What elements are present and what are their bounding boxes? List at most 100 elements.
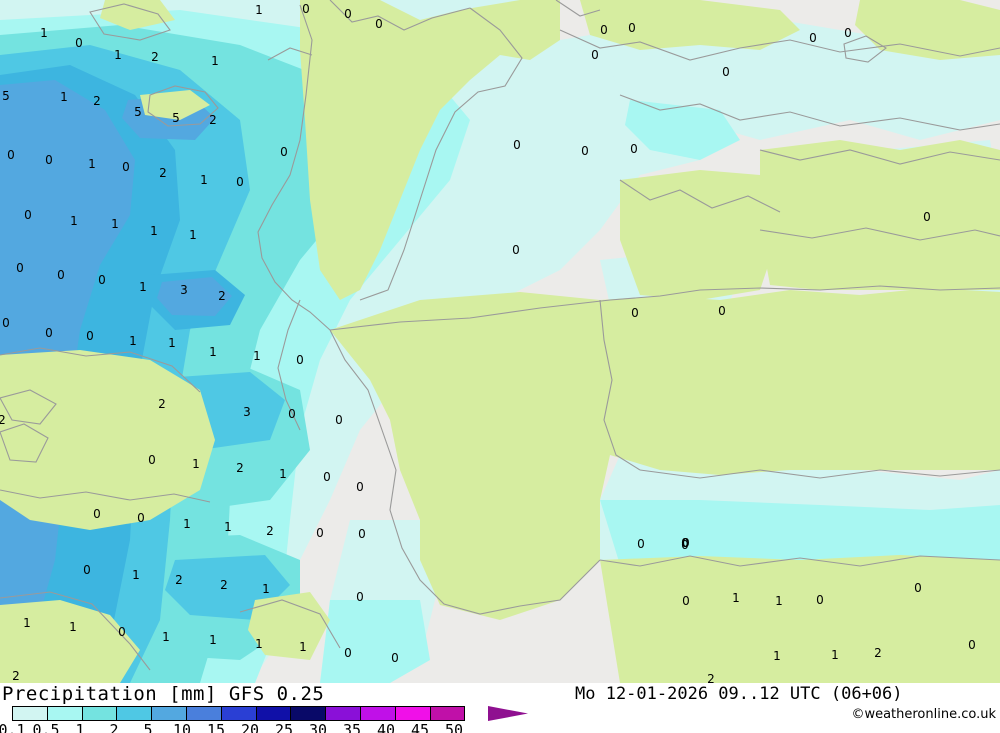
- color-scale-tick: 50: [444, 721, 464, 733]
- color-scale-segment[interactable]: [46, 707, 82, 720]
- station-value: 0: [75, 36, 83, 50]
- station-value: 0: [335, 413, 343, 427]
- station-value: 0: [236, 175, 244, 189]
- station-value: 0: [57, 268, 65, 282]
- station-value: 2: [220, 578, 228, 592]
- station-value: 1: [60, 90, 68, 104]
- color-scale-segment[interactable]: [255, 707, 291, 720]
- precipitation-map[interactable]: 1 0 1 2 1 1 0 0 0 0 0 0 0 5 1 2 5 5 2 0 0 0 0 1 0 2 1 0 0 0 0 0 0 0 1 1 1 1 0 0…: [0, 0, 1000, 683]
- station-value: 0: [682, 536, 690, 550]
- color-scale-segment[interactable]: [394, 707, 430, 720]
- station-value: 0: [296, 353, 304, 367]
- station-value: 2: [158, 397, 166, 411]
- station-value: 0: [637, 537, 645, 551]
- color-scale-tick: 10: [172, 721, 192, 733]
- station-value: 1: [162, 630, 170, 644]
- station-value: 2: [707, 672, 715, 683]
- station-value: 2: [236, 461, 244, 475]
- station-value: 0: [628, 21, 636, 35]
- station-value: 2: [218, 289, 226, 303]
- color-scale-segment[interactable]: [325, 707, 360, 720]
- color-scale-overflow-arrow: [488, 706, 528, 721]
- station-value: 0: [914, 581, 922, 595]
- forecast-datetime: Mo 12-01-2026 09..12 UTC (06+06): [575, 684, 903, 704]
- station-value: 5: [172, 111, 180, 125]
- color-scale-tick: 45: [410, 721, 430, 733]
- station-value: 0: [83, 563, 91, 577]
- color-scale-segment[interactable]: [220, 707, 256, 720]
- color-scale-segment[interactable]: [151, 707, 186, 720]
- color-scale-tick: 15: [206, 721, 226, 733]
- color-scale-tick: 25: [274, 721, 294, 733]
- color-scale-segment[interactable]: [185, 707, 221, 720]
- station-value: 1: [200, 173, 208, 187]
- station-value: 0: [681, 536, 689, 550]
- station-value: 1: [255, 637, 263, 651]
- station-value: 1: [255, 3, 263, 17]
- station-value: 2: [175, 573, 183, 587]
- station-value: 2: [159, 166, 167, 180]
- color-scale-tick: 30: [308, 721, 328, 733]
- station-value: 0: [591, 48, 599, 62]
- station-value: 3: [180, 283, 188, 297]
- station-value: 1: [23, 616, 31, 630]
- station-value: 0: [718, 304, 726, 318]
- station-value: 2: [12, 669, 20, 683]
- station-value: 0: [581, 144, 589, 158]
- station-value: 2: [0, 413, 6, 427]
- color-scale-tick: 2: [109, 721, 119, 733]
- station-value: 0: [45, 153, 53, 167]
- color-scale-segment[interactable]: [429, 707, 465, 720]
- color-scale-tick: 5: [143, 721, 153, 733]
- station-value: 0: [356, 480, 364, 494]
- station-value: 1: [211, 54, 219, 68]
- station-value: 2: [266, 524, 274, 538]
- station-value: 0: [24, 208, 32, 222]
- station-value: 0: [375, 17, 383, 31]
- color-scale-ticks: 0.1 0.5 1 2 5 10 15 20 25 30 35 40 45 50: [0, 721, 540, 733]
- station-value: 0: [681, 538, 689, 552]
- legend-title: Precipitation [mm] GFS 0.25: [2, 683, 325, 705]
- map-canvas: [0, 0, 1000, 683]
- color-scale[interactable]: [12, 706, 466, 721]
- color-scale-tick: 20: [240, 721, 260, 733]
- station-value: 2: [151, 50, 159, 64]
- station-value: 0: [356, 590, 364, 604]
- station-value: 0: [631, 306, 639, 320]
- station-value: 1: [773, 649, 781, 663]
- station-value: 0: [16, 261, 24, 275]
- station-value: 1: [189, 228, 197, 242]
- station-value: 1: [279, 467, 287, 481]
- station-value: 0: [7, 148, 15, 162]
- station-value: 1: [111, 217, 119, 231]
- color-scale-segment[interactable]: [116, 707, 152, 720]
- station-value: 1: [69, 620, 77, 634]
- station-value: 0: [98, 273, 106, 287]
- station-value: 0: [45, 326, 53, 340]
- station-value: 2: [93, 94, 101, 108]
- station-value: 0: [302, 2, 310, 16]
- station-value: 0: [630, 142, 638, 156]
- station-value: 5: [134, 105, 142, 119]
- station-value: 0: [86, 329, 94, 343]
- color-scale-segment[interactable]: [13, 707, 47, 720]
- station-value: 1: [775, 594, 783, 608]
- station-value: 0: [316, 526, 324, 540]
- station-value: 0: [844, 26, 852, 40]
- station-value: 1: [168, 336, 176, 350]
- station-value: 1: [209, 633, 217, 647]
- color-scale-segment[interactable]: [290, 707, 326, 720]
- station-value: 0: [512, 243, 520, 257]
- station-value: 1: [129, 334, 137, 348]
- station-value: 2: [209, 113, 217, 127]
- station-value: 0: [600, 23, 608, 37]
- station-value: 0: [923, 210, 931, 224]
- color-scale-tick: 1: [75, 721, 85, 733]
- station-value: 0: [816, 593, 824, 607]
- color-scale-segment[interactable]: [359, 707, 395, 720]
- station-value: 0: [391, 651, 399, 665]
- station-value: 0: [344, 646, 352, 660]
- color-scale-segment[interactable]: [81, 707, 117, 720]
- station-value: 1: [192, 457, 200, 471]
- land-areas: [0, 0, 1000, 683]
